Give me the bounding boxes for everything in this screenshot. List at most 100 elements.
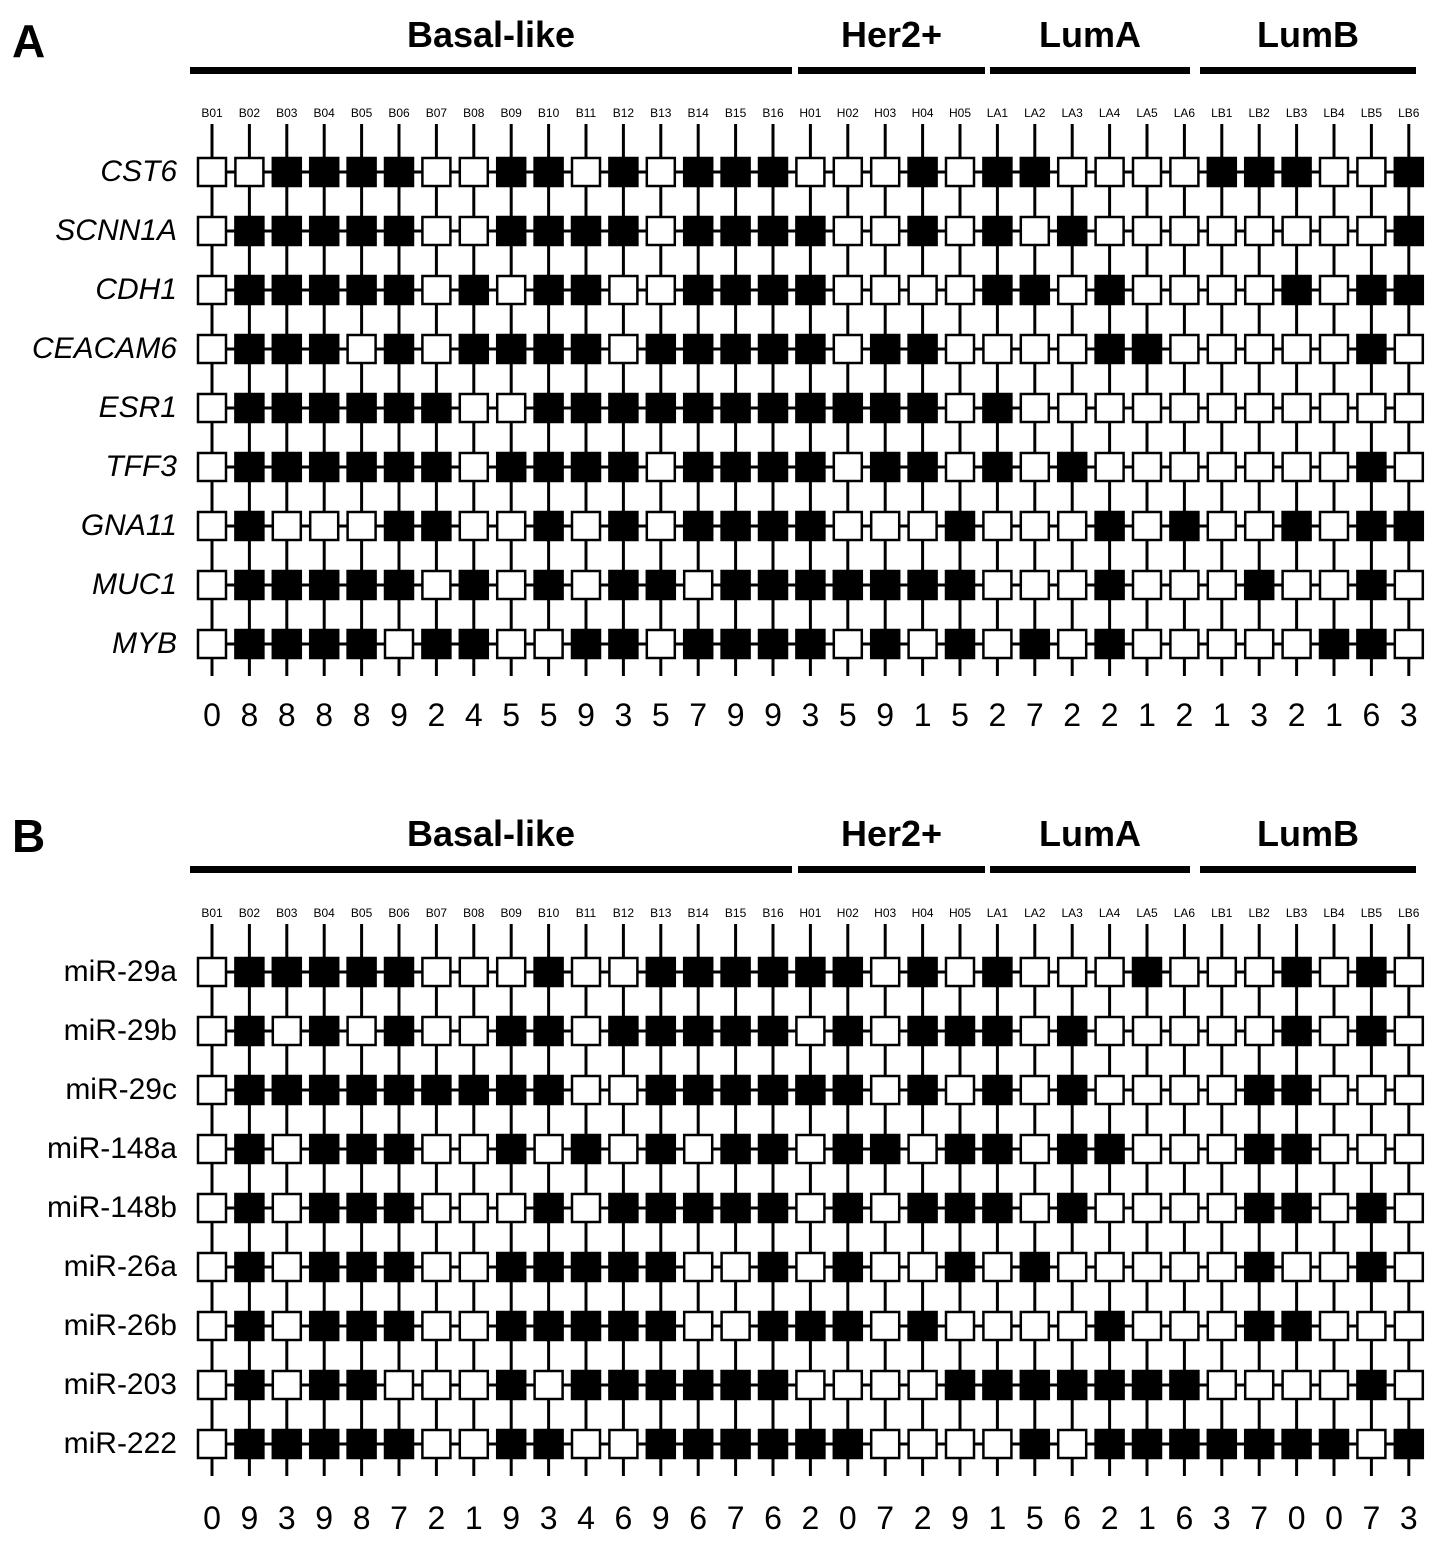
cell-empty — [1318, 510, 1350, 542]
cell-empty — [1281, 392, 1312, 424]
cell-filled — [944, 1133, 976, 1165]
cell-empty — [1393, 333, 1425, 365]
cell-filled — [234, 215, 265, 247]
sample-count: 7 — [1362, 1500, 1381, 1536]
cell-filled — [608, 392, 639, 424]
sample-label: B11 — [575, 106, 597, 120]
cell-filled — [645, 1074, 677, 1106]
cell-filled — [795, 1310, 826, 1342]
cell-filled — [907, 451, 938, 483]
cell-empty — [869, 1015, 901, 1047]
group-bar — [1200, 67, 1416, 74]
cell-empty — [1056, 392, 1088, 424]
cell-filled — [720, 1074, 751, 1106]
cell-filled — [1094, 1369, 1125, 1401]
cell-filled — [1169, 1369, 1200, 1401]
sample-label: H04 — [911, 906, 934, 920]
cell-filled — [1131, 956, 1163, 988]
cell-empty — [869, 215, 901, 247]
cell-empty — [234, 156, 265, 188]
sample-label: B12 — [612, 106, 635, 120]
cell-filled — [234, 1074, 265, 1106]
cell-empty — [1206, 392, 1238, 424]
cell-empty — [982, 333, 1013, 365]
cell-empty — [795, 1015, 826, 1047]
cell-empty — [421, 956, 452, 988]
cell-filled — [1056, 1369, 1088, 1401]
cell-empty — [1056, 333, 1088, 365]
cell-empty — [1169, 956, 1200, 988]
cell-filled — [982, 215, 1013, 247]
cell-filled — [271, 1074, 303, 1106]
cell-filled — [608, 156, 639, 188]
cell-empty — [1019, 1133, 1051, 1165]
cell-filled — [682, 274, 714, 306]
cell-filled — [832, 1428, 864, 1460]
cell-empty — [907, 1369, 938, 1401]
cell-empty — [795, 1133, 826, 1165]
group-title: LumA — [1039, 14, 1141, 55]
sample-count: 1 — [464, 1500, 483, 1536]
sample-count: 9 — [315, 1500, 334, 1536]
sample-count: 7 — [726, 1500, 745, 1536]
sample-label: B15 — [724, 106, 747, 120]
cell-empty — [608, 956, 639, 988]
cell-empty — [1131, 156, 1163, 188]
cell-empty — [1056, 569, 1088, 601]
cell-filled — [720, 1133, 751, 1165]
cell-filled — [757, 274, 789, 306]
cell-empty — [570, 569, 602, 601]
sample-label: B04 — [313, 106, 335, 120]
cell-filled — [795, 451, 826, 483]
cell-filled — [645, 569, 677, 601]
cell-filled — [1056, 1015, 1088, 1047]
cell-filled — [1131, 1428, 1163, 1460]
cell-empty — [1056, 956, 1088, 988]
cell-empty — [1243, 215, 1275, 247]
sample-count: 5 — [1025, 1500, 1044, 1536]
sample-label: LB4 — [1323, 106, 1345, 120]
cell-filled — [982, 1133, 1013, 1165]
cell-empty — [645, 274, 677, 306]
cell-empty — [907, 1133, 938, 1165]
cell-filled — [608, 1310, 639, 1342]
cell-filled — [346, 1192, 377, 1224]
row-label: TFF3 — [105, 450, 177, 483]
cell-empty — [458, 1192, 490, 1224]
cell-empty — [346, 510, 377, 542]
cell-empty — [1393, 956, 1425, 988]
cell-empty — [1393, 628, 1425, 660]
cell-filled — [308, 1133, 340, 1165]
sample-label: LB6 — [1398, 906, 1420, 920]
cell-empty — [570, 1192, 602, 1224]
cell-empty — [458, 1428, 490, 1460]
cell-empty — [1393, 392, 1425, 424]
cell-empty — [495, 956, 527, 988]
cell-empty — [458, 156, 490, 188]
cell-empty — [570, 1428, 602, 1460]
cell-filled — [757, 1251, 789, 1283]
cell-empty — [1393, 1251, 1425, 1283]
cell-empty — [1206, 1192, 1238, 1224]
sample-count: 1 — [1325, 697, 1343, 733]
cell-filled — [308, 156, 340, 188]
cell-filled — [271, 392, 303, 424]
cell-filled — [757, 1015, 789, 1047]
cell-empty — [1019, 956, 1051, 988]
cell-filled — [1243, 1251, 1275, 1283]
cell-filled — [383, 956, 415, 988]
cell-empty — [346, 1015, 377, 1047]
cell-filled — [271, 274, 303, 306]
cell-empty — [1169, 392, 1200, 424]
cell-filled — [608, 628, 639, 660]
cell-filled — [757, 156, 789, 188]
cell-filled — [720, 569, 751, 601]
cell-empty — [982, 1310, 1013, 1342]
cell-filled — [1356, 1251, 1387, 1283]
cell-empty — [1243, 956, 1275, 988]
cell-filled — [346, 156, 377, 188]
cell-empty — [944, 1074, 976, 1106]
sample-label: LB5 — [1360, 106, 1383, 120]
cell-filled — [757, 1192, 789, 1224]
sample-label: LB1 — [1211, 106, 1233, 120]
